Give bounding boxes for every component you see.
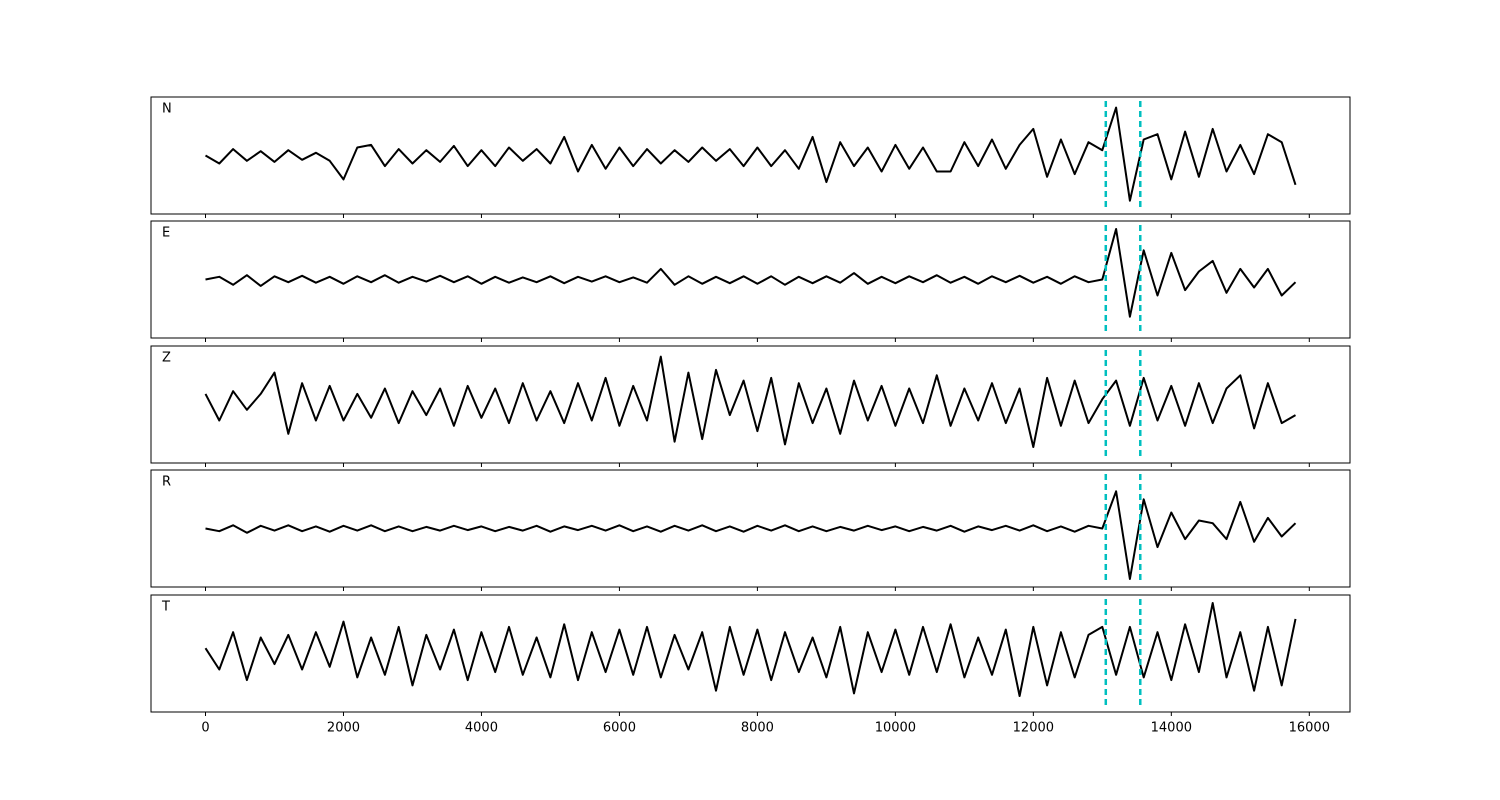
panel-label: N [162,102,172,117]
trace [205,490,1297,580]
panel-label: T [161,600,170,615]
trace [204,602,1297,697]
x-tick-label: 0 [201,721,209,736]
panel-frame [150,220,1351,339]
panel-label: E [162,226,170,241]
x-tick-label: 14000 [1151,721,1192,736]
panel-frame [150,469,1351,588]
x-tick-label: 4000 [465,721,498,736]
panel-frame [150,594,1351,713]
panel-frame [150,96,1351,215]
trace [204,355,1297,448]
x-tick-label: 16000 [1289,721,1330,736]
panel-frame [150,345,1351,464]
x-tick-label: 12000 [1013,721,1054,736]
trace [205,228,1297,318]
x-tick-label: 8000 [741,721,774,736]
x-tick-label: 10000 [875,721,916,736]
x-tick-label: 2000 [327,721,360,736]
panel-label: R [162,475,171,490]
panel-label: Z [162,351,171,366]
trace [204,106,1297,202]
x-tick-label: 6000 [603,721,636,736]
